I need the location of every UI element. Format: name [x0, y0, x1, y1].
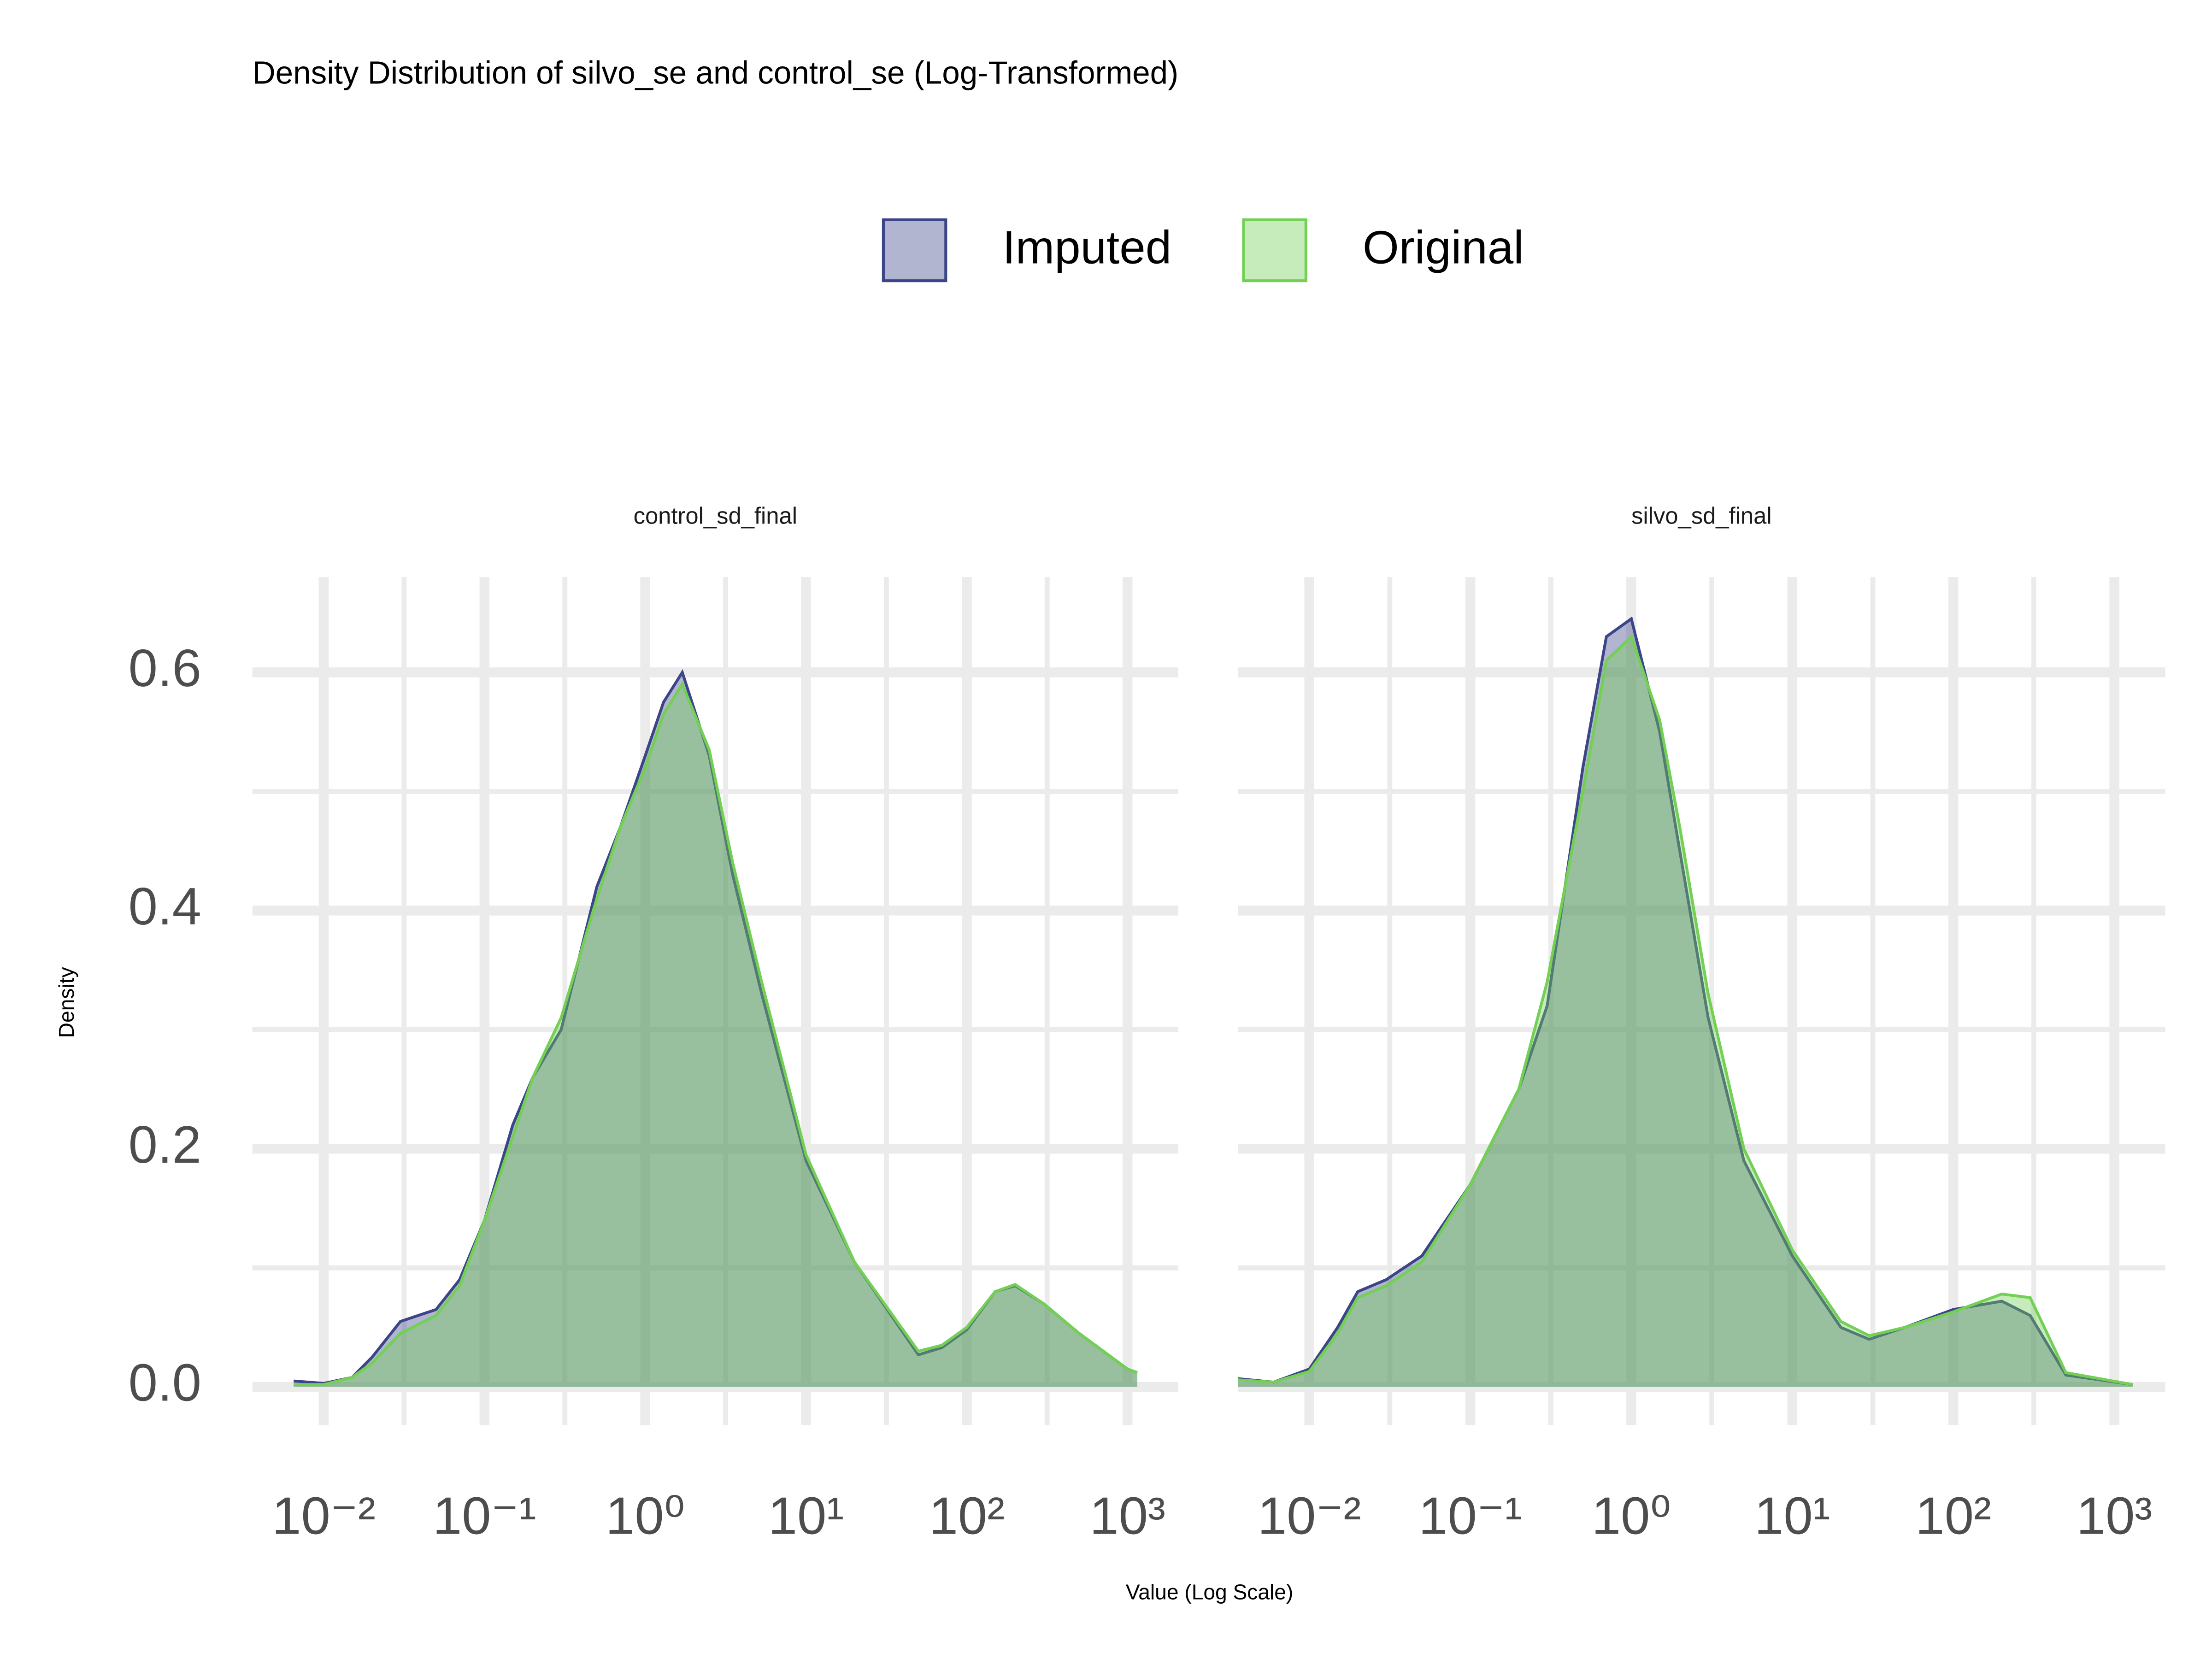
x-tick-label: 10⁰ — [1592, 1487, 1671, 1546]
facet-title: silvo_sd_final — [1631, 502, 1772, 529]
x-tick-label: 10³ — [2077, 1487, 2153, 1546]
legend-swatch — [1242, 218, 1307, 282]
x-tick-label: 10⁻¹ — [1418, 1487, 1522, 1546]
x-tick-label: 10⁰ — [606, 1487, 685, 1546]
x-tick-label: 10¹ — [768, 1487, 844, 1546]
legend-label: Original — [1363, 221, 1524, 273]
density-line — [1237, 634, 2133, 1386]
y-axis-label: Density — [54, 967, 78, 1038]
x-tick-label: 10³ — [1089, 1487, 1165, 1546]
y-tick-label: 0.4 — [129, 877, 201, 936]
density-area — [1238, 636, 2133, 1387]
x-tick-label: 10² — [929, 1487, 1005, 1546]
chart-title: Density Distribution of silvo_se and con… — [253, 54, 1179, 90]
legend-swatch — [882, 218, 947, 282]
legend-label: Imputed — [1002, 221, 1171, 273]
y-tick-label: 0.6 — [129, 639, 201, 698]
x-tick-label: 10² — [1915, 1487, 1991, 1546]
x-axis-label: Value (Log Scale) — [1126, 1580, 1293, 1604]
density-area — [1238, 618, 2133, 1387]
x-tick-label: 10⁻¹ — [433, 1487, 536, 1546]
facet-panel: 10⁻² 10⁻¹ 10⁰ 10¹ 10² 10³ 0.0 0.2 0.4 0.6 control_… — [129, 502, 1178, 1546]
x-tick-label: 10⁻² — [272, 1487, 376, 1546]
density-line — [294, 681, 1138, 1386]
density-area — [294, 672, 1137, 1387]
x-tick-label: 10¹ — [1754, 1487, 1830, 1546]
y-tick-label: 0.2 — [129, 1116, 201, 1174]
facet-title: control_sd_final — [634, 502, 797, 529]
facet-panel: 10⁻² 10⁻¹ 10⁰ 10¹ 10² 10³ silvo_sd_final — [1237, 502, 2165, 1546]
x-tick-label: 10⁻² — [1258, 1487, 1361, 1546]
y-tick-label: 0.0 — [129, 1354, 201, 1412]
density-area — [294, 684, 1137, 1387]
